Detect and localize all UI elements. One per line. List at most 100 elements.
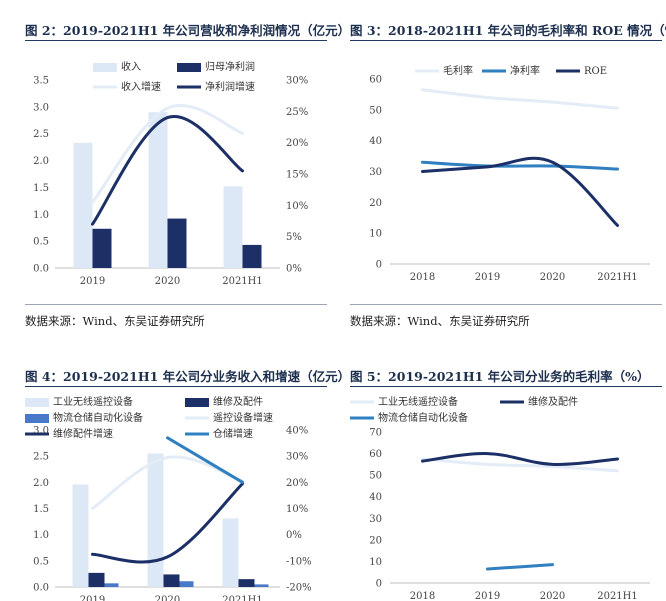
fig4-bar-0-1 <box>147 453 164 587</box>
fig2-legend-label-3: 净利润增速 <box>205 80 255 93</box>
fig2-yright-tick-5: 25% <box>286 107 308 118</box>
fig3-chart: 0 10 20 30 40 50 60 2018 2019 2020 2021H1 毛利率 净利率 ROE <box>369 64 650 283</box>
fig3-line-0 <box>421 88 619 110</box>
fig4-yleft-tick-1: 0.5 <box>33 556 49 567</box>
fig2-yright-tick-0: 0% <box>286 264 302 275</box>
fig2-legend-label-2: 收入增速 <box>121 80 161 93</box>
fig4-bar-0-2 <box>222 518 239 587</box>
fig4-chart: 0.0 0.5 1.0 1.5 2.0 2.5 3.0 -20% -10% 0% 10% 20% 30%… <box>25 395 312 601</box>
fig5-legend-label-0: 工业无线遥控设备 <box>378 395 458 408</box>
fig4-yright-tick-1: -10% <box>286 556 312 567</box>
fig3-x-tick-0: 2018 <box>410 272 435 283</box>
fig2-legend-swatch-0 <box>93 63 117 72</box>
fig5-line-0 <box>421 457 619 473</box>
fig4-line-1 <box>91 482 244 564</box>
fig2-yleft-tick-4: 2.0 <box>33 156 49 167</box>
fig5-y-tick-5: 50 <box>369 471 382 482</box>
fig4-title-rule <box>25 386 327 387</box>
fig4-line-2 <box>166 436 244 484</box>
fig2-yleft-tick-5: 2.5 <box>33 129 49 140</box>
fig3-title-rule <box>350 40 662 41</box>
fig4-line-0 <box>91 455 244 510</box>
fig3-title: 图 3：2018-2021H1 年公司的毛利率和 ROE 情况（%） <box>350 23 666 38</box>
fig5-x-tick-1: 2019 <box>475 591 500 601</box>
fig2-yleft-tick-1: 0.5 <box>33 237 49 248</box>
fig2-yright-tick-2: 10% <box>286 201 308 212</box>
fig4-bar-1-1 <box>163 574 180 587</box>
fig2-source: 数据来源：Wind、东吴证券研究所 <box>25 314 205 328</box>
fig2-bar-0-1 <box>148 112 168 268</box>
fig5-y-tick-0: 0 <box>376 579 382 590</box>
fig4-legend-label-4: 维修配件增速 <box>53 427 113 440</box>
fig3-x-tick-3: 2021H1 <box>597 272 638 283</box>
fig2-yright-tick-6: 30% <box>286 76 308 87</box>
fig3-legend-label-0: 毛利率 <box>443 64 473 77</box>
fig5-title-rule <box>350 386 662 387</box>
fig2-line-0 <box>91 104 244 204</box>
fig4-legend-label-3: 遥控设备增速 <box>213 411 273 424</box>
fig4-yright-tick-0: -20% <box>286 583 312 594</box>
fig4-title: 图 4：2019-2021H1 年公司分业务收入和增速（亿元） <box>25 369 351 384</box>
fig4-bar-1-0 <box>88 572 105 587</box>
fig4-bar-1-2 <box>238 579 255 587</box>
fig5-line-2 <box>486 563 554 571</box>
fig4-bar-2-1 <box>179 581 194 587</box>
fig2-yleft-tick-0: 0.0 <box>33 264 49 275</box>
fig3-line-1 <box>421 160 619 171</box>
fig2-yright-tick-1: 5% <box>286 232 302 243</box>
fig3-x-tick-1: 2019 <box>475 272 500 283</box>
fig2-yright-tick-3: 15% <box>286 170 308 181</box>
fig4-legend-label-1: 维修及配件 <box>213 395 263 408</box>
fig4-yright-tick-2: 0% <box>286 530 302 541</box>
fig4-legend-swatch-1 <box>185 398 209 407</box>
fig4-bar-2-0 <box>104 583 119 587</box>
fig2-yleft-tick-2: 1.0 <box>33 210 49 221</box>
fig2-bar-0-2 <box>223 186 243 268</box>
fig2-yleft-tick-6: 3.0 <box>33 102 49 113</box>
fig2-legend-swatch-1 <box>177 63 201 72</box>
fig2-x-tick-2: 2021H1 <box>222 276 263 287</box>
fig5-y-tick-4: 40 <box>369 492 382 503</box>
fig2-bar-0-0 <box>73 142 93 268</box>
fig3-y-tick-0: 0 <box>376 260 382 271</box>
fig4-yright-tick-3: 10% <box>286 504 308 515</box>
fig4-bar-2-2 <box>254 584 269 587</box>
fig2-x-tick-0: 2019 <box>80 276 105 287</box>
fig5-y-tick-6: 60 <box>369 449 382 460</box>
fig5-y-tick-2: 20 <box>369 535 382 546</box>
fig5-x-tick-0: 2018 <box>410 591 435 601</box>
fig3-y-tick-4: 40 <box>369 136 382 147</box>
fig3-source: 数据来源：Wind、东吴证券研究所 <box>350 314 530 328</box>
fig2-x-tick-1: 2020 <box>155 276 180 287</box>
fig5-title: 图 5：2019-2021H1 年公司分业务的毛利率（%） <box>350 369 650 384</box>
fig4-yleft-tick-5: 2.5 <box>33 452 49 463</box>
fig5-y-tick-7: 70 <box>369 428 382 439</box>
fig4-legend-label-0: 工业无线遥控设备 <box>53 395 133 408</box>
fig4-x-tick-1: 2020 <box>155 595 180 601</box>
fig4-yleft-tick-0: 0.0 <box>33 583 49 594</box>
fig2-yleft-tick-7: 3.5 <box>33 76 49 87</box>
fig2-title-rule <box>25 40 327 41</box>
fig4-legend-label-5: 仓储增速 <box>213 427 253 440</box>
fig3-bottom-rule <box>350 304 662 305</box>
fig3-y-tick-6: 60 <box>369 75 382 86</box>
fig4-yleft-tick-4: 2.0 <box>33 478 49 489</box>
fig4-legend-swatch-0 <box>25 398 49 407</box>
fig4-bar-0-0 <box>72 484 89 587</box>
fig2-yright-tick-4: 20% <box>286 138 308 149</box>
fig3-y-tick-3: 30 <box>369 167 382 178</box>
fig4-yleft-tick-3: 1.5 <box>33 504 49 515</box>
fig4-legend-label-2: 物流仓储自动化设备 <box>53 411 143 424</box>
fig2-yleft-tick-3: 1.5 <box>33 183 49 194</box>
fig4-yleft-tick-6: 3.0 <box>33 426 49 437</box>
fig2-legend-label-1: 归母净利润 <box>205 60 255 73</box>
fig5-legend-label-2: 物流仓储自动化设备 <box>378 411 468 424</box>
fig5-y-tick-3: 30 <box>369 514 382 525</box>
fig3-x-tick-2: 2020 <box>540 272 565 283</box>
fig2-bar-1-2 <box>242 244 262 268</box>
fig2-bottom-rule <box>25 304 327 305</box>
fig4-x-tick-2: 2021H1 <box>222 595 263 601</box>
fig4-yright-tick-6: 40% <box>286 426 308 437</box>
fig4-yright-tick-5: 30% <box>286 452 308 463</box>
fig3-y-tick-1: 10 <box>369 229 382 240</box>
